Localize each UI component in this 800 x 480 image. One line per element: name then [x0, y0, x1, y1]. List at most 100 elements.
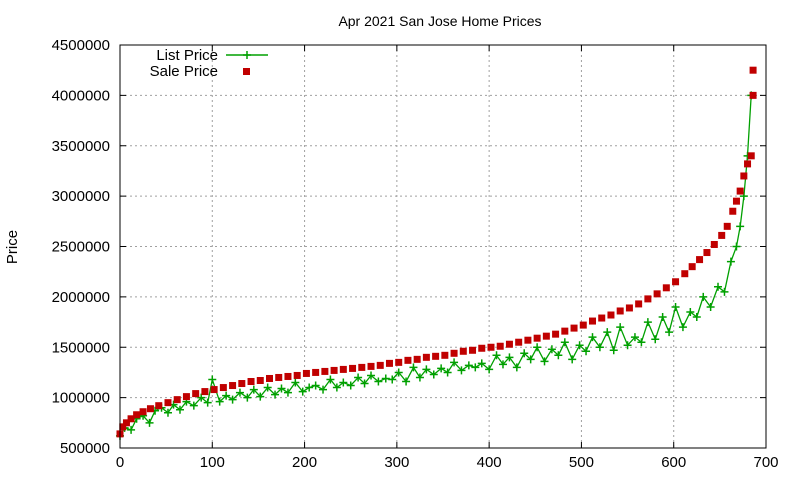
list-price-point — [736, 222, 745, 231]
legend-label-sale-price: Sale Price — [150, 63, 218, 80]
list-price-point — [235, 388, 244, 397]
sale-price-point — [744, 160, 752, 168]
list-price-point — [311, 381, 320, 390]
list-price-point — [197, 393, 206, 402]
sale-price-point — [515, 338, 523, 346]
list-price-point — [671, 302, 680, 311]
sale-price-series — [116, 66, 757, 438]
list-price-point — [464, 361, 473, 370]
sale-price-point — [266, 374, 274, 382]
list-price-point — [477, 359, 486, 368]
plot-frame — [119, 44, 767, 449]
list-price-point — [145, 418, 154, 427]
list-price-point — [609, 346, 618, 355]
list-price-point — [394, 368, 403, 377]
list-price-point — [443, 368, 452, 377]
sale-price-point — [561, 327, 569, 335]
list-price-point — [402, 377, 411, 386]
list-price-point — [665, 328, 674, 337]
sale-price-point — [349, 364, 357, 372]
sale-price-point — [441, 351, 449, 359]
list-price-point — [277, 384, 286, 393]
list-price-point — [568, 355, 577, 364]
sale-price-point — [524, 336, 532, 344]
sale-price-point — [459, 347, 467, 355]
list-price-point — [588, 333, 597, 342]
sale-price-point — [672, 278, 680, 286]
sale-price-point — [275, 373, 283, 381]
list-price-point — [409, 363, 418, 372]
sale-price-point — [607, 311, 615, 319]
list-price-point — [575, 341, 584, 350]
list-price-point — [305, 383, 314, 392]
list-price-point — [526, 355, 535, 364]
list-price-point — [714, 282, 723, 291]
x-tick-label: 200 — [292, 454, 317, 471]
list-price-point — [291, 378, 300, 387]
sale-price-point — [505, 340, 513, 348]
y-tick-label: 4500000 — [52, 37, 110, 54]
sale-price-point — [729, 207, 737, 215]
list-price-point — [326, 375, 335, 384]
list-price-point — [332, 383, 341, 392]
y-tick-label: 500000 — [60, 440, 110, 457]
sale-price-point — [732, 197, 740, 205]
sale-price-point — [133, 411, 141, 419]
list-price-point — [189, 401, 198, 410]
sale-price-point — [533, 334, 541, 342]
sale-price-point — [552, 330, 560, 338]
list-price-point — [215, 397, 224, 406]
list-price-point — [381, 374, 390, 383]
sale-price-point — [201, 388, 209, 396]
sale-price-point — [710, 240, 718, 248]
sale-price-point — [579, 321, 587, 329]
list-price-point — [256, 392, 265, 401]
chart-title: Apr 2021 San Jose Home Prices — [338, 13, 541, 29]
sale-price-point — [696, 256, 704, 264]
y-tick-label: 1000000 — [52, 390, 110, 407]
sale-price-point — [284, 372, 292, 380]
list-price-point — [637, 338, 646, 347]
sale-price-point — [736, 187, 744, 195]
list-price-point — [623, 341, 632, 350]
sale-price-point — [247, 378, 255, 386]
list-price-point — [492, 351, 501, 360]
sale-price-point — [570, 324, 578, 332]
sale-price-point — [229, 382, 237, 390]
sale-price-point — [330, 366, 338, 374]
sale-price-point — [653, 290, 661, 298]
axis-ticks: 0 100 200 300 400 500 600 700 500000 1000000 15000… — [52, 37, 779, 471]
list-price-point — [678, 323, 687, 332]
sale-price-point — [119, 423, 127, 431]
legend-marker-sale-price — [243, 68, 250, 75]
sale-price-point — [542, 332, 550, 340]
y-axis-label: Price — [4, 230, 21, 264]
sale-price-point — [302, 369, 310, 377]
sale-price-point — [321, 367, 329, 375]
sale-price-point — [192, 390, 200, 398]
list-price-point — [360, 379, 369, 388]
list-price-point — [388, 375, 397, 384]
list-price-point — [485, 365, 494, 374]
legend: List Price Sale Price — [150, 47, 268, 80]
list-price-point — [720, 287, 729, 296]
list-price-point — [429, 370, 438, 379]
list-price-point — [498, 360, 507, 369]
sale-price-point — [367, 362, 375, 370]
list-price-point — [346, 381, 355, 390]
list-price-point — [222, 391, 231, 400]
list-price-point — [271, 390, 280, 399]
list-price-point — [554, 351, 563, 360]
list-price-point — [163, 408, 172, 417]
sale-price-point — [681, 270, 689, 278]
sale-price-point — [404, 356, 412, 364]
y-tick-label: 2500000 — [52, 239, 110, 256]
list-price-point — [616, 323, 625, 332]
sale-price-point — [155, 402, 163, 410]
list-price-point — [127, 425, 136, 434]
list-price-point — [175, 405, 184, 414]
sale-price-point — [210, 386, 218, 394]
list-price-point — [630, 333, 639, 342]
sale-price-point — [164, 399, 172, 407]
sale-price-point — [122, 419, 130, 427]
